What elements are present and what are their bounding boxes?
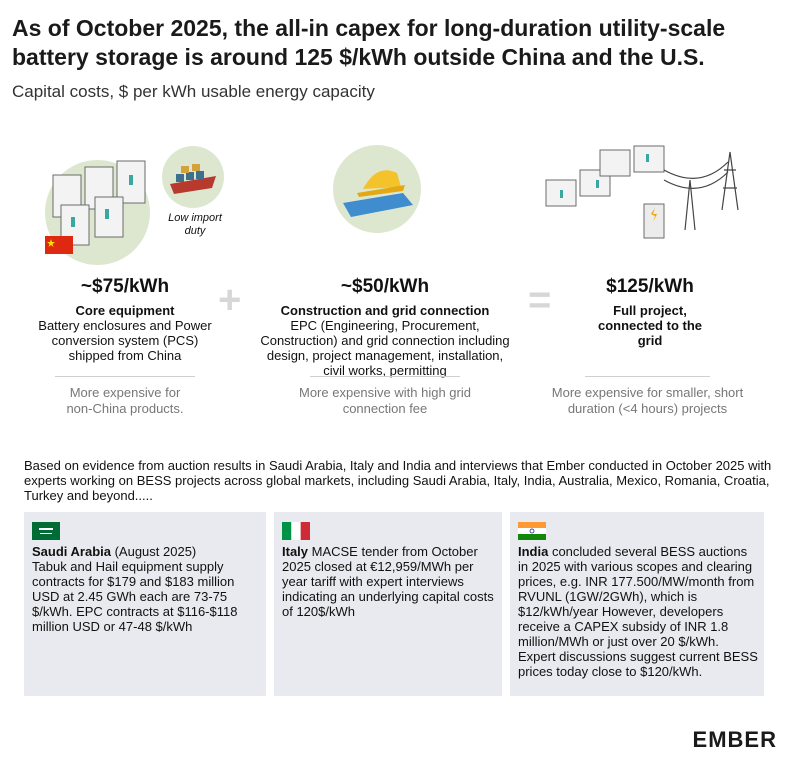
construction-heading: Construction and grid connection: [280, 303, 490, 318]
full-project-price: $125/kWh: [606, 276, 694, 297]
core-equipment-column: ~$75/kWh Core equipment Battery enclosur…: [30, 276, 220, 363]
india-body: concluded several BESS auctions in 2025 …: [518, 544, 758, 679]
core-equipment-note: More expensive for non-China products.: [66, 385, 184, 416]
italy-card: Italy MACSE tender from October 2025 clo…: [274, 512, 502, 696]
italy-flag-icon: [282, 522, 310, 540]
full-project-column: $125/kWh Full project, connected to the …: [590, 276, 710, 348]
saudi-arabia-country: Saudi Arabia: [32, 544, 111, 559]
full-project-note: More expensive for smaller, short durati…: [551, 385, 744, 416]
full-project-heading: Full project, connected to the grid: [597, 303, 702, 348]
page-title: As of October 2025, the all-in capex for…: [12, 15, 726, 70]
construction-description: EPC (Engineering, Procurement, Construct…: [260, 318, 510, 378]
china-flag-icon: [45, 236, 73, 254]
ember-logo: EMBER: [692, 727, 777, 752]
saudi-arabia-flag-icon: [32, 522, 60, 540]
divider: [585, 376, 710, 377]
core-equipment-price: ~$75/kWh: [80, 276, 170, 297]
india-card: India concluded several BESS auctions in…: [510, 512, 764, 696]
construction-column: ~$50/kWh Construction and grid connectio…: [260, 276, 510, 378]
saudi-arabia-text: Saudi Arabia (August 2025) Tabuk and Hai…: [32, 544, 260, 634]
india-flag-icon: [518, 522, 546, 540]
india-country: India: [518, 544, 549, 559]
page-subtitle: Capital costs, $ per kWh usable energy c…: [12, 82, 375, 101]
core-equipment-description: Battery enclosures and Power conversion …: [38, 318, 212, 363]
italy-country: Italy: [282, 544, 309, 559]
core-equipment-heading: Core equipment: [75, 303, 175, 318]
equals-operator: =: [528, 278, 552, 322]
construction-note: More expensive with high grid connection…: [299, 385, 471, 416]
hard-hat-icon: [343, 170, 413, 217]
divider: [55, 376, 195, 377]
core-equipment-illustration: Low import duty: [40, 140, 240, 265]
grid-project-illustration: [540, 140, 770, 250]
saudi-arabia-body: Tabuk and Hail equipment supply contract…: [32, 559, 238, 634]
divider: [310, 376, 460, 377]
italy-body: MACSE tender from October 2025 closed at…: [282, 544, 494, 619]
construction-price: ~$50/kWh: [340, 276, 430, 297]
grid-connection-icon: [545, 145, 739, 239]
cargo-ship-icon: [170, 164, 216, 194]
plus-operator: +: [218, 278, 242, 322]
construction-illustration: [333, 145, 423, 235]
india-text: India concluded several BESS auctions in…: [518, 544, 758, 679]
saudi-arabia-card: Saudi Arabia (August 2025) Tabuk and Hai…: [24, 512, 266, 696]
low-import-duty-label: Low import duty: [168, 212, 222, 237]
evidence-text: Based on evidence from auction results i…: [24, 458, 772, 503]
saudi-arabia-lead: (August 2025): [110, 544, 197, 559]
italy-text: Italy MACSE tender from October 2025 clo…: [282, 544, 496, 619]
